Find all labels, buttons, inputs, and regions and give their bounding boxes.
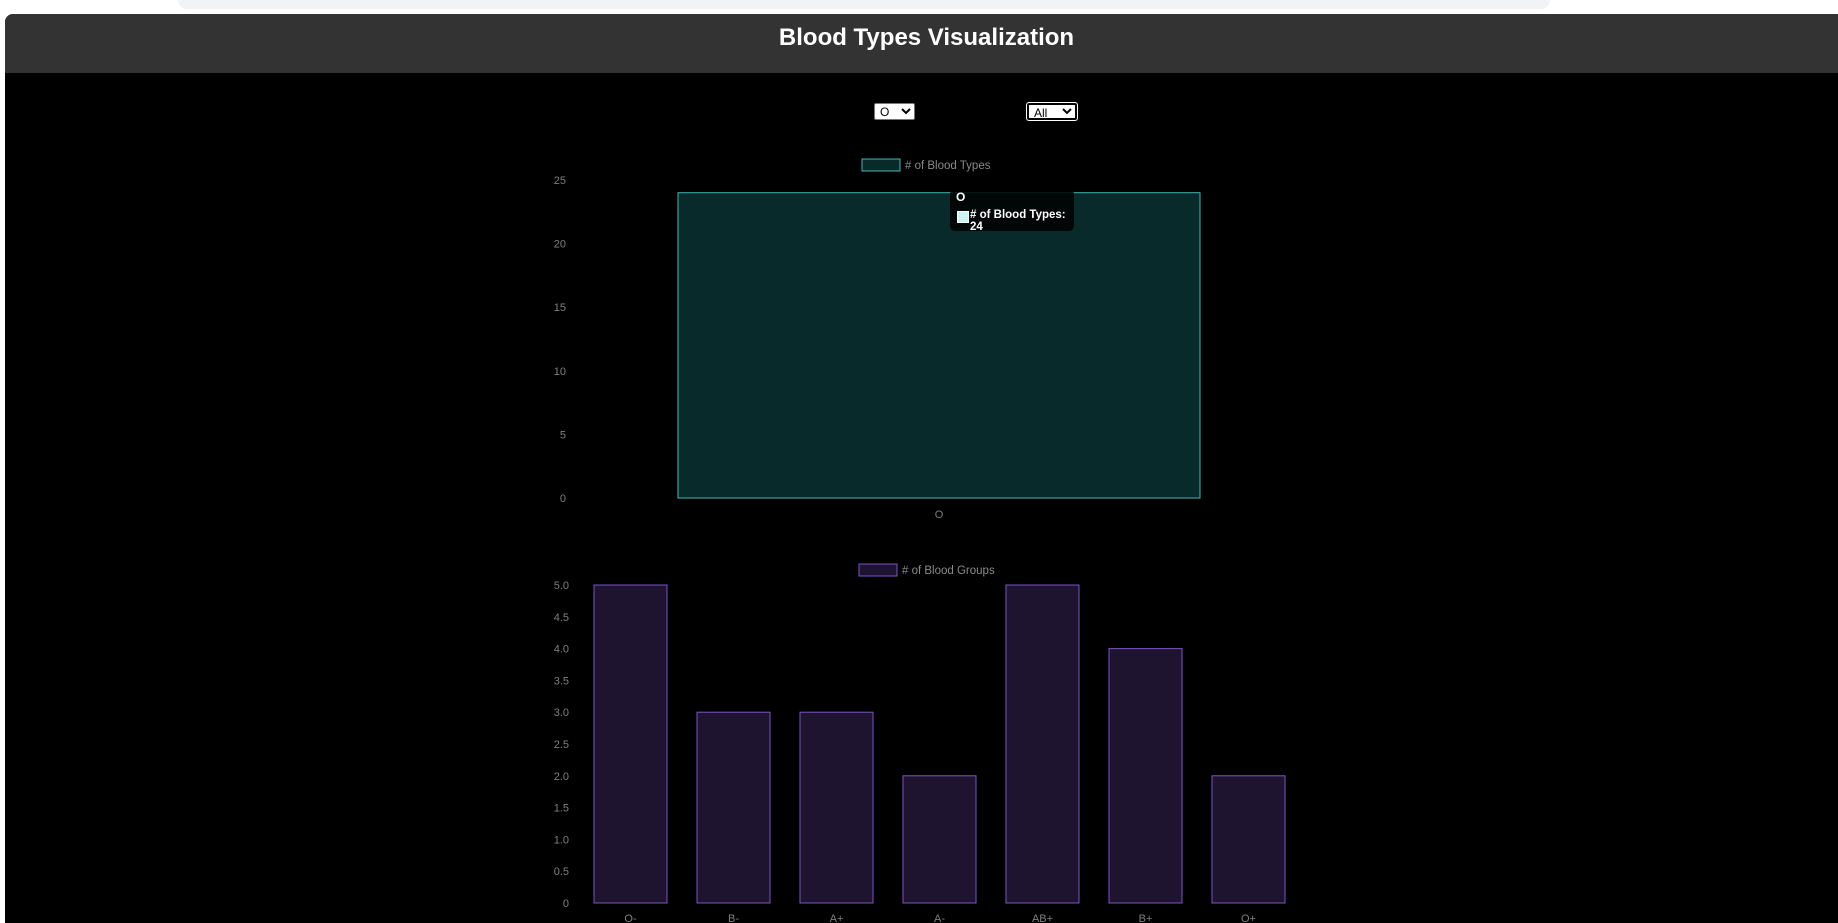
y-tick-label: 10: [554, 366, 566, 378]
x-tick-label: AB+: [1032, 913, 1053, 923]
tooltip-color-swatch: [957, 211, 969, 223]
chart-tooltip: O # of Blood Types: 24: [950, 189, 1074, 233]
x-tick-label: B+: [1139, 913, 1153, 923]
legend-label: # of Blood Types: [905, 160, 991, 172]
y-tick-label: 0: [560, 493, 566, 505]
app-header: [5, 14, 1838, 73]
x-tick-label: A+: [830, 913, 844, 923]
bar: [1211, 775, 1286, 904]
legend-label: # of Blood Groups: [902, 565, 995, 577]
charts-canvas: # of Blood Types 0 5 10 15 20 25 O # of Blood Gr…: [554, 158, 1286, 923]
tooltip-label: # of Blood Types: 24: [970, 209, 1066, 233]
bar: [799, 711, 874, 904]
y-tick-label: 3.0: [554, 707, 569, 719]
y-tick-label: 5.0: [554, 580, 569, 592]
y-tick-label: 25: [554, 175, 566, 187]
y-tick-label: 0: [563, 898, 569, 910]
y-tick-label: 5: [560, 429, 566, 441]
x-tick-label: O+: [1241, 913, 1256, 923]
y-tick-label: 0.5: [554, 866, 569, 878]
app-window: Blood Types Visualization O All # of Blo…: [5, 14, 1838, 923]
address-bar[interactable]: [178, 0, 1550, 9]
x-tick-label: A-: [934, 913, 945, 923]
bar: [593, 584, 668, 904]
y-tick-label: 4.5: [554, 612, 569, 624]
legend-swatch: [861, 158, 901, 172]
tooltip-title: O: [956, 190, 966, 204]
y-tick-label: 1.5: [554, 803, 569, 815]
x-tick-label: O-: [624, 913, 637, 923]
y-tick-label: 2.5: [554, 739, 569, 751]
bar: [677, 192, 1201, 499]
y-tick-label: 4.0: [554, 644, 569, 656]
browser-top-strip: [0, 0, 1838, 14]
bar: [902, 775, 977, 904]
blood-group-filter-select[interactable]: All: [1026, 102, 1078, 121]
bar: [1005, 584, 1080, 904]
y-tick-label: 15: [554, 302, 566, 314]
page-title: Blood Types Visualization: [778, 24, 1075, 51]
y-tick-label: 3.5: [554, 675, 569, 687]
y-tick-label: 20: [554, 239, 566, 251]
blood-type-select[interactable]: O: [874, 103, 915, 120]
legend-swatch: [858, 563, 898, 577]
y-tick-label: 1.0: [554, 834, 569, 846]
y-tick-label: 2.0: [554, 771, 569, 783]
x-tick-label: B-: [728, 913, 739, 923]
bar: [1108, 648, 1183, 904]
bar: [696, 711, 771, 904]
x-tick-label: O: [935, 509, 944, 521]
